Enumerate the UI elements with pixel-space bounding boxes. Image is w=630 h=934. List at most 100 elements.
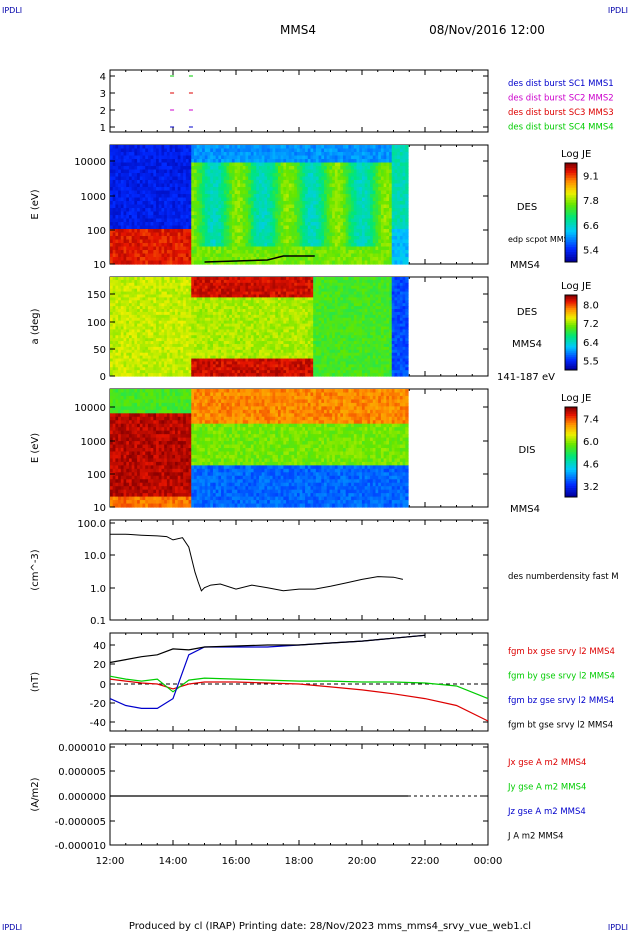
des-energy-spectrogram-cell — [172, 211, 176, 216]
des-energy-spectrogram-cell — [150, 159, 154, 164]
des-energy-spectrogram-cell — [115, 148, 119, 153]
des-energy-spectrogram-cell — [139, 183, 144, 188]
des-energy-spectrogram-cell — [128, 190, 133, 195]
des-energy-spectrogram-cell — [137, 260, 141, 265]
des-energy-spectrogram-cell — [172, 190, 176, 195]
des-energy-spectrogram-cell — [131, 232, 135, 237]
des-energy-spectrogram-cell — [158, 169, 163, 174]
des-energy-spectrogram-cell — [131, 155, 135, 160]
des-energy-spectrogram-cell — [112, 155, 117, 160]
des-energy-spectrogram-cell — [134, 211, 138, 216]
des-energy-spectrogram-cell — [142, 166, 146, 171]
des-energy-spectrogram-cell — [128, 239, 133, 244]
des-energy-spectrogram-cell — [123, 211, 127, 216]
des-energy-spectrogram-cell — [175, 232, 179, 237]
des-energy-spectrogram-cell — [139, 173, 144, 178]
des-energy-spectrogram-cell — [177, 229, 182, 234]
des-energy-spectrogram-cell — [164, 194, 168, 199]
des-energy-spectrogram-cell — [115, 190, 119, 195]
des-energy-spectrogram-cell — [118, 155, 122, 160]
des-energy-colorbar-tick-label: 7.8 — [583, 196, 599, 207]
des-energy-spectrogram-cell — [115, 218, 119, 223]
des-energy-spectrogram-cell — [120, 194, 125, 199]
des-energy-spectrogram-cell — [139, 155, 144, 160]
des-energy-spectrogram-cell — [128, 236, 133, 241]
des-energy-spectrogram-cell — [112, 187, 117, 192]
des-energy-ylabel: E (eV) — [30, 189, 41, 219]
des-energy-spectrogram-cell — [183, 229, 187, 234]
des-energy-spectrogram-cell — [153, 232, 157, 237]
des-energy-spectrogram-cell — [180, 232, 184, 237]
des-energy-spectrogram-cell — [161, 190, 165, 195]
des-energy-spectrogram-cell — [164, 145, 168, 150]
des-energy-spectrogram-cell — [175, 190, 179, 195]
des-energy-spectrogram-cell — [145, 246, 149, 251]
des-energy-spectrogram-cell — [137, 197, 141, 202]
des-energy-spectrogram-cell — [118, 246, 122, 251]
des-energy-spectrogram-cell — [126, 194, 130, 199]
des-energy-spectrogram-cell — [126, 173, 130, 178]
des-energy-spectrogram-cell — [177, 211, 182, 216]
des-energy-spectrogram-cell — [180, 190, 184, 195]
des-energy-spectrogram-cell — [115, 169, 119, 174]
corner-label-br: IPDLI — [608, 923, 628, 932]
des-energy-spectrogram-cell — [153, 180, 157, 185]
des-energy-spectrogram-cell — [123, 187, 127, 192]
des-energy-spectrogram-cell — [118, 218, 122, 223]
des-energy-spectrogram-cell — [128, 145, 133, 150]
des-energy-spectrogram-cell — [110, 145, 114, 150]
des-energy-spectrogram-cell — [126, 257, 130, 262]
des-energy-spectrogram-cell — [115, 243, 119, 248]
des-energy-spectrogram-cell — [128, 250, 133, 255]
des-energy-spectrogram-cell — [175, 253, 179, 258]
des-energy-spectrogram-cell — [405, 236, 409, 241]
des-energy-spectrogram-cell — [110, 257, 114, 262]
des-energy-spectrogram-cell — [115, 239, 119, 244]
des-energy-spectrogram-cell — [137, 169, 141, 174]
des-energy-spectrogram-cell — [134, 173, 138, 178]
des-energy-spectrogram-cell — [158, 208, 163, 213]
des-energy-spectrogram-cell — [142, 218, 146, 223]
spacecraft-title: MMS4 — [280, 23, 316, 37]
des-energy-spectrogram-cell — [405, 204, 409, 209]
des-energy-spectrogram-cell — [169, 152, 173, 157]
des-energy-spectrogram-cell — [142, 180, 146, 185]
des-energy-spectrogram-cell — [118, 190, 122, 195]
des-energy-spectrogram-cell — [405, 250, 409, 255]
des-energy-spectrogram-cell — [164, 229, 168, 234]
des-energy-spectrogram-cell — [166, 159, 171, 164]
des-energy-spectrogram-cell — [142, 155, 146, 160]
des-energy-spectrogram-cell — [128, 211, 133, 216]
des-energy-spectrogram-cell — [123, 155, 127, 160]
des-energy-spectrogram-cell — [131, 169, 135, 174]
des-energy-spectrogram-cell — [180, 208, 184, 213]
des-energy-spectrogram-cell — [405, 190, 409, 195]
des-energy-spectrogram-cell — [172, 257, 176, 262]
des-energy-spectrogram-cell — [134, 225, 138, 230]
des-energy-spectrogram-cell — [118, 204, 122, 209]
des-energy-spectrogram-cell — [131, 187, 135, 192]
des-energy-spectrogram-cell — [134, 250, 138, 255]
burst-panel-ytick-label: 2 — [100, 106, 106, 117]
des-energy-spectrogram-cell — [131, 222, 135, 227]
des-energy-spectrogram-cell — [177, 239, 182, 244]
des-energy-spectrogram-cell — [126, 208, 130, 213]
des-energy-spectrogram-cell — [175, 243, 179, 248]
des-energy-spectrogram-cell — [169, 243, 173, 248]
des-energy-spectrogram-cell — [164, 187, 168, 192]
des-energy-spectrogram-cell — [175, 187, 179, 192]
des-energy-spectrogram-cell — [128, 173, 133, 178]
des-energy-spectrogram-cell — [169, 187, 173, 192]
des-energy-spectrogram-cell — [118, 208, 122, 213]
des-energy-spectrogram-cell — [120, 201, 125, 206]
des-energy-spectrogram-cell — [183, 145, 187, 150]
des-energy-spectrogram-cell — [128, 183, 133, 188]
des-energy-spectrogram-cell — [137, 201, 141, 206]
des-energy-spectrogram-cell — [131, 225, 135, 230]
des-energy-spectrogram-cell — [156, 215, 160, 220]
des-energy-spectrogram-cell — [153, 218, 157, 223]
des-energy-spectrogram-cell — [139, 169, 144, 174]
des-energy-spectrogram-cell — [118, 197, 122, 202]
des-energy-spectrogram-cell — [405, 246, 409, 251]
des-energy-spectrogram-cell — [134, 243, 138, 248]
